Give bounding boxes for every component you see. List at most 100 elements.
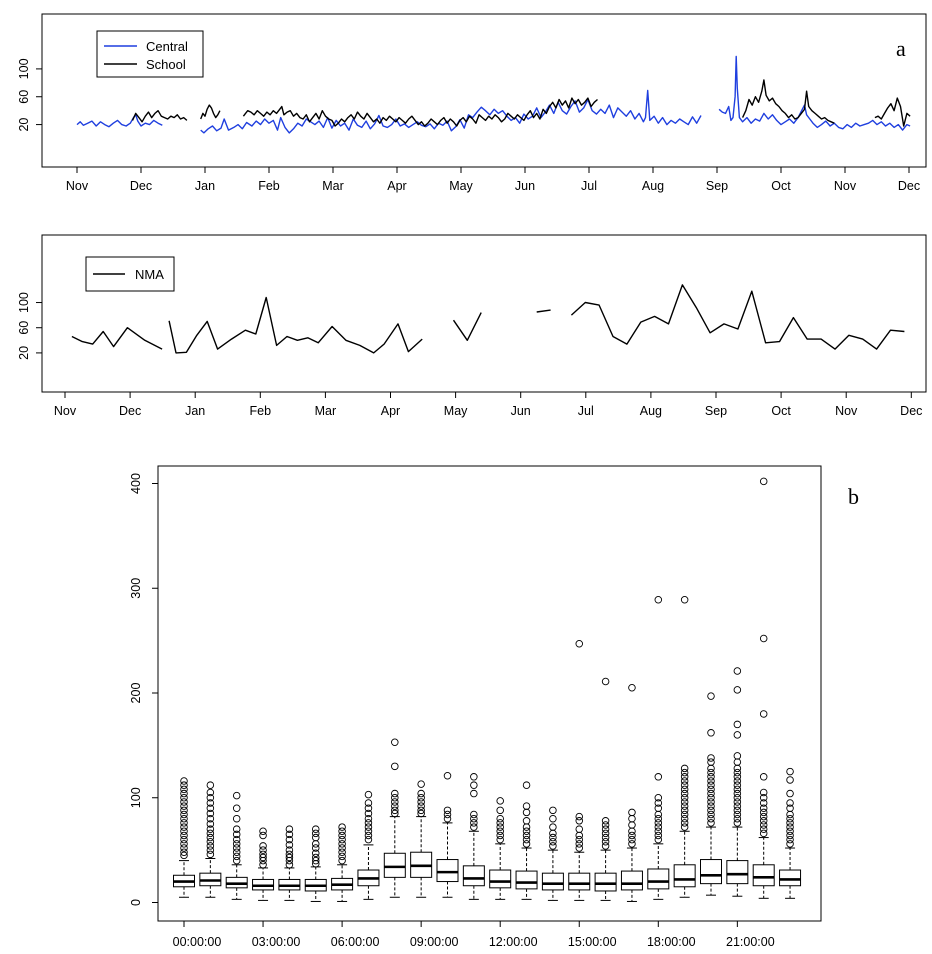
- box-15:00:00: [568, 640, 591, 901]
- outlier-point: [759, 710, 768, 718]
- outlier-point: [259, 861, 267, 869]
- x-tick-label: Feb: [258, 179, 280, 193]
- outlier-point: [285, 830, 294, 839]
- x-tick-label: Nov: [54, 404, 77, 418]
- box-10:00:00: [436, 772, 459, 898]
- outlier-point: [680, 802, 689, 810]
- outlier-point: [654, 799, 663, 807]
- outlier-point: [601, 837, 610, 846]
- outlier-point: [470, 810, 478, 819]
- outlier-point: [680, 596, 689, 604]
- outlier-point: [733, 806, 742, 815]
- outlier-point: [259, 850, 267, 859]
- outlier-point: [707, 802, 715, 810]
- x-tick-label: Jun: [515, 179, 535, 193]
- outlier-point: [417, 802, 425, 810]
- box-05:00:00: [304, 825, 327, 902]
- x-tick-label: Dec: [900, 404, 922, 418]
- outlier-point: [232, 835, 241, 844]
- outlier-point: [285, 853, 294, 862]
- box-iqr: [700, 859, 722, 885]
- outlier-point: [180, 823, 188, 831]
- outlier-point: [549, 806, 557, 815]
- box-iqr: [620, 870, 643, 891]
- y-tick-label: 300: [129, 578, 143, 599]
- legend-nma: NMA: [85, 256, 175, 292]
- outlier-point: [680, 789, 689, 798]
- outlier-point: [601, 833, 610, 842]
- outlier-point: [601, 829, 610, 838]
- box-19:00:00: [673, 596, 696, 898]
- box-iqr: [383, 852, 406, 878]
- outlier-point: [786, 814, 794, 823]
- outlier-point: [759, 794, 768, 802]
- outlier-point: [522, 817, 531, 825]
- outlier-point: [180, 789, 188, 798]
- outlier-point: [786, 840, 794, 848]
- outlier-point: [417, 789, 425, 798]
- outlier-point: [312, 853, 320, 862]
- box-06:00:00: [331, 823, 354, 902]
- outlier-point: [654, 827, 663, 836]
- outlier-point: [759, 808, 768, 817]
- outlier-point: [733, 810, 742, 819]
- outlier-point: [733, 758, 742, 766]
- outlier-point: [786, 823, 794, 831]
- outlier-point: [364, 827, 373, 836]
- outlier-point: [470, 773, 478, 781]
- outlier-point: [496, 819, 504, 827]
- outlier-point: [549, 823, 557, 831]
- outlier-point: [759, 817, 768, 825]
- legend-central-school: Central School: [96, 30, 204, 78]
- outlier-point: [364, 799, 373, 807]
- box-iqr: [594, 872, 617, 892]
- outlier-point: [601, 821, 610, 829]
- outlier-point: [733, 798, 742, 806]
- outlier-point: [733, 789, 742, 798]
- outlier-point: [522, 781, 531, 789]
- box-iqr: [489, 869, 512, 889]
- outlier-point: [628, 821, 636, 829]
- outlier-point: [180, 835, 188, 844]
- outlier-point: [470, 814, 478, 823]
- box-21:00:00: [726, 667, 749, 897]
- outlier-point: [180, 819, 188, 827]
- outlier-point: [259, 831, 267, 840]
- outlier-point: [628, 840, 636, 848]
- outlier-point: [285, 841, 294, 849]
- outlier-point: [707, 785, 715, 794]
- plot-frame-central-school: [41, 13, 927, 168]
- outlier-point: [575, 831, 584, 840]
- outlier-point: [759, 829, 768, 838]
- outlier-point: [232, 804, 241, 812]
- outlier-point: [680, 823, 689, 831]
- outlier-point: [496, 814, 504, 823]
- outlier-point: [786, 810, 794, 819]
- x-tick-label: May: [444, 404, 468, 418]
- axes-nma: Nov Dec Jan Feb Mar Apr May Jun Jul Aug Sep Oct Nov D…: [17, 292, 922, 418]
- outlier-point: [707, 768, 715, 777]
- outlier-point: [733, 686, 742, 694]
- outlier-point: [680, 764, 689, 773]
- box-iqr: [436, 859, 459, 883]
- outlier-point: [549, 814, 557, 823]
- outlier-point: [312, 829, 320, 838]
- box-iqr: [779, 869, 802, 887]
- outlier-point: [654, 835, 663, 844]
- box-iqr: [462, 865, 485, 887]
- box-iqr: [752, 864, 775, 887]
- outlier-point: [417, 809, 425, 818]
- outlier-point: [391, 738, 399, 746]
- x-tick-label: Feb: [250, 404, 272, 418]
- outlier-point: [417, 794, 425, 802]
- outlier-point: [628, 831, 636, 840]
- outlier-point: [180, 802, 188, 810]
- outlier-point: [707, 764, 715, 773]
- box-08:00:00: [383, 738, 406, 898]
- outlier-point: [759, 821, 768, 829]
- x-tick-label: 00:00:00: [173, 935, 222, 949]
- box-14:00:00: [541, 806, 564, 901]
- x-tick-label: 09:00:00: [410, 935, 459, 949]
- outlier-point: [575, 825, 584, 833]
- outlier-point: [654, 831, 663, 840]
